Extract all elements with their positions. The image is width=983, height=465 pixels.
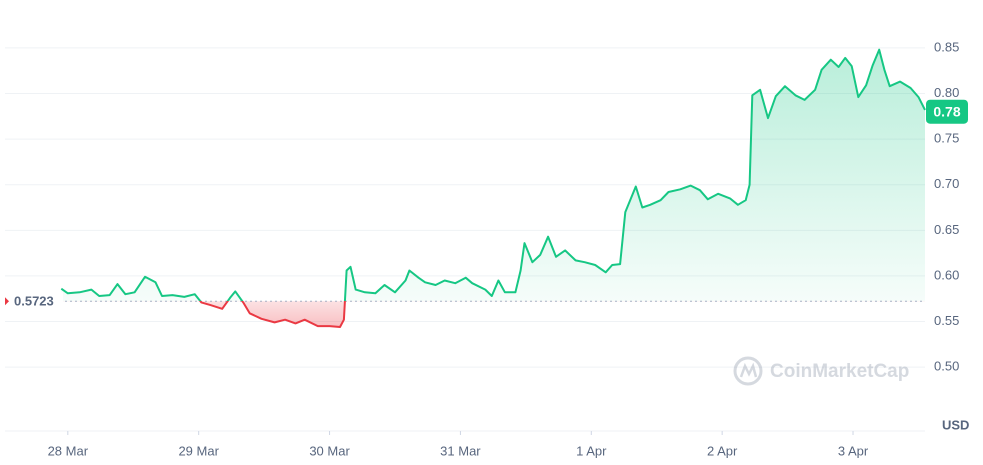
- y-tick-label: 0.85: [934, 39, 959, 54]
- y-tick-label: 0.75: [934, 131, 959, 146]
- baseline-marker: [5, 297, 9, 306]
- unit-label: USD: [942, 417, 969, 432]
- x-tick-label: 1 Apr: [576, 443, 607, 458]
- price-area: [61, 49, 926, 327]
- plot: 0.50 0.55 0.60 0.65 0.70 0.75 0.80 0.85 28 Mar 29…: [5, 39, 968, 458]
- x-tick-label: 28 Mar: [48, 443, 89, 458]
- y-tick-label: 0.65: [934, 222, 959, 237]
- baseline-label-bg: [9, 292, 63, 311]
- watermark-logo-mark: [739, 362, 758, 378]
- y-tick-label: 0.60: [934, 267, 959, 282]
- baseline-label: 0.5723: [14, 294, 54, 309]
- y-tick-label: 0.70: [934, 176, 959, 191]
- y-tick-label: 0.80: [934, 85, 959, 100]
- current-price-tag: [926, 99, 968, 124]
- x-tick-label: 31 Mar: [440, 443, 481, 458]
- watermark-logo: [733, 356, 763, 386]
- price-line: [60, 48, 926, 328]
- watermark: CoinMarketCap: [733, 356, 909, 386]
- x-tick-label: 29 Mar: [178, 443, 219, 458]
- y-tick-label: 0.50: [934, 359, 959, 374]
- current-price-label: 0.78: [933, 103, 960, 119]
- x-tick-label: 2 Apr: [707, 443, 738, 458]
- x-tick-label: 30 Mar: [309, 443, 350, 458]
- watermark-text: CoinMarketCap: [770, 361, 909, 382]
- x-tick-label: 3 Apr: [838, 443, 869, 458]
- y-tick-label: 0.55: [934, 313, 959, 328]
